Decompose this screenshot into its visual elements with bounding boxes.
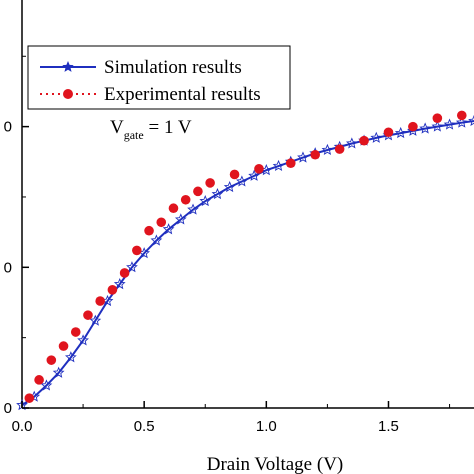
x-tick-label: 0.5 <box>134 418 155 435</box>
experimental-point <box>193 186 203 197</box>
simulation-point <box>52 366 65 378</box>
simulation-point <box>150 234 163 246</box>
simulation-point <box>113 278 126 290</box>
legend-box <box>27 45 291 110</box>
experimental-point <box>383 127 394 138</box>
experimental-point <box>156 217 167 228</box>
y-tick-label: 0 <box>4 259 12 276</box>
simulation-point <box>162 223 175 235</box>
experimental-point <box>229 169 240 180</box>
experimental-point <box>144 225 154 236</box>
experimental-point <box>254 164 264 174</box>
experimental-point <box>168 203 179 214</box>
simulation-point <box>211 187 224 200</box>
experimental-point <box>456 110 467 121</box>
legend-simulation-marker <box>62 61 74 72</box>
simulation-point <box>419 122 432 134</box>
simulation-point <box>77 334 89 346</box>
simulation-point <box>443 118 456 130</box>
experimental-point <box>285 158 296 168</box>
legend-experimental-marker <box>63 89 73 99</box>
experimental-point <box>432 113 443 123</box>
experimental-point <box>310 149 320 160</box>
experimental-point <box>359 135 369 146</box>
simulation-point <box>64 351 77 363</box>
experimental-point <box>83 310 93 320</box>
experimental-point <box>95 296 105 306</box>
x-axis-label: Drain Voltage (V) <box>207 454 344 474</box>
simulation-point <box>394 126 407 139</box>
y-axis-ticks: 0 0 0 <box>4 55 29 417</box>
simulation-point <box>370 131 383 143</box>
annotation-value: = 1 V <box>144 117 192 138</box>
experimental-point <box>70 327 81 337</box>
experimental-point <box>205 178 215 188</box>
annotation-v: V <box>110 117 124 138</box>
simulation-point <box>455 116 468 128</box>
simulation-point <box>174 213 187 225</box>
experimental-point <box>46 355 57 365</box>
simulation-point <box>468 114 474 126</box>
experimental-point <box>34 375 44 385</box>
experimental-point <box>334 144 345 154</box>
plot-area <box>16 0 474 411</box>
simulation-point <box>126 261 138 273</box>
annotation-sub: gate <box>124 128 144 142</box>
simulation-point <box>431 120 444 132</box>
legend: Simulation results Experimental results <box>27 45 291 110</box>
gate-voltage-annotation: Vgate = 1 V <box>110 117 192 142</box>
experimental-point <box>408 121 418 132</box>
experimental-point <box>132 245 142 256</box>
simulation-point <box>187 203 199 215</box>
legend-experimental-label: Experimental results <box>104 84 261 105</box>
experimental-point <box>180 194 191 205</box>
simulation-point <box>321 143 334 155</box>
simulation-point <box>272 159 285 172</box>
x-tick-label: 1.5 <box>378 418 399 435</box>
simulation-point <box>40 379 53 391</box>
y-tick-label: 0 <box>4 119 12 136</box>
experimental-point <box>107 285 118 295</box>
legend-simulation-label: Simulation results <box>104 57 242 78</box>
simulation-point <box>89 314 102 326</box>
x-tick-label: 0.0 <box>12 418 33 435</box>
simulation-point <box>236 175 248 187</box>
y-tick-label: 0 <box>4 400 12 417</box>
simulation-point <box>345 137 358 149</box>
simulation-line <box>21 119 474 407</box>
experimental-point <box>119 268 130 278</box>
simulation-point <box>297 151 309 163</box>
simulation-point <box>199 195 212 207</box>
simulation-point <box>248 169 260 181</box>
simulation-point <box>223 180 236 193</box>
experimental-point <box>58 341 69 351</box>
x-tick-label: 1.0 <box>256 418 277 435</box>
experimental-point <box>24 393 35 403</box>
x-axis-ticks: 0.0 0.5 1.0 1.5 <box>12 401 451 435</box>
